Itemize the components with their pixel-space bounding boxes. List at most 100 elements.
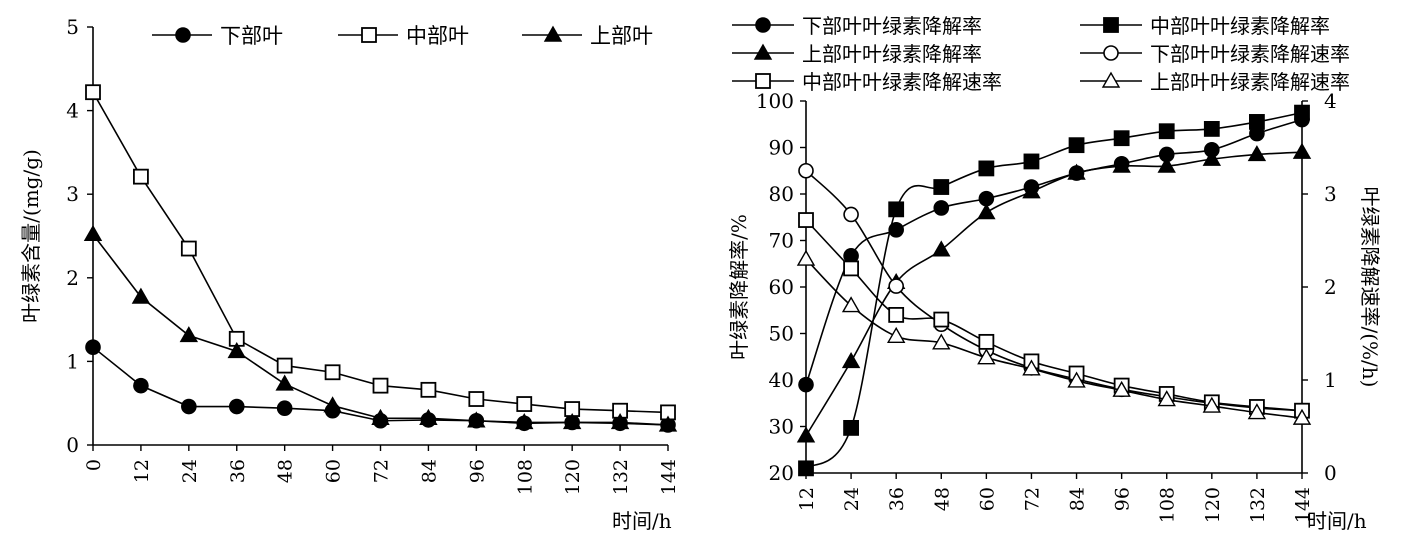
y-axis-label: 叶绿素降解率/% bbox=[727, 214, 751, 360]
x-tick-label: 72 bbox=[1021, 487, 1043, 511]
y-tick-label: 40 bbox=[769, 368, 794, 392]
data-point-shape bbox=[324, 364, 341, 381]
data-point-shape bbox=[83, 224, 103, 242]
data-point-shape bbox=[562, 413, 582, 430]
data-point bbox=[978, 333, 995, 350]
data-point-shape bbox=[1023, 153, 1040, 170]
legend-marker-shape bbox=[755, 17, 771, 33]
x-tick-label: 96 bbox=[466, 459, 488, 483]
data-point-shape bbox=[888, 201, 905, 218]
data-point bbox=[978, 160, 995, 177]
data-point-shape bbox=[420, 381, 437, 398]
x-tick-label: 36 bbox=[886, 487, 908, 511]
data-point bbox=[933, 311, 950, 328]
data-point bbox=[796, 426, 816, 443]
data-point bbox=[1247, 145, 1267, 162]
y-tick-label: 90 bbox=[769, 136, 794, 160]
data-point-shape bbox=[1112, 380, 1131, 397]
data-point bbox=[180, 240, 197, 257]
data-point bbox=[1067, 371, 1086, 388]
data-point bbox=[933, 179, 950, 195]
data-point bbox=[372, 377, 389, 394]
data-point bbox=[133, 377, 149, 394]
data-point bbox=[275, 374, 294, 391]
data-point-shape bbox=[1157, 390, 1176, 407]
data-point bbox=[932, 333, 951, 350]
data-point bbox=[323, 396, 342, 413]
data-point bbox=[181, 398, 197, 415]
data-point-shape bbox=[419, 408, 438, 425]
data-point bbox=[85, 84, 101, 101]
data-point-shape bbox=[1294, 104, 1310, 121]
series-line bbox=[805, 219, 1303, 412]
legend-entry: 上部叶叶绿素降解率 bbox=[732, 42, 982, 66]
legend-marker bbox=[543, 25, 563, 42]
data-point-shape bbox=[1202, 396, 1222, 413]
data-point bbox=[1247, 403, 1267, 420]
y-tick-label: 3 bbox=[66, 182, 79, 206]
x-tick-label: 48 bbox=[931, 487, 953, 511]
data-point bbox=[1157, 390, 1176, 407]
data-point-shape bbox=[932, 240, 951, 257]
data-point-shape bbox=[1067, 163, 1086, 180]
data-point bbox=[1249, 114, 1265, 130]
legend-label: 中部叶 bbox=[406, 24, 469, 48]
legend-label: 下部叶 bbox=[220, 24, 283, 48]
data-point bbox=[467, 411, 486, 428]
series-5 bbox=[796, 249, 1312, 425]
legend-entry: 下部叶叶绿素降解速率 bbox=[1080, 42, 1350, 66]
data-point bbox=[516, 396, 533, 412]
data-point-shape bbox=[843, 260, 859, 277]
data-point bbox=[798, 376, 814, 393]
legend-marker-shape bbox=[1101, 71, 1121, 88]
data-point-shape bbox=[228, 398, 245, 415]
data-point-shape bbox=[1158, 123, 1175, 140]
series-1 bbox=[85, 84, 676, 421]
data-point bbox=[932, 240, 951, 257]
legend-marker bbox=[753, 43, 773, 60]
legend-label: 中部叶叶绿素降解速率 bbox=[802, 70, 1002, 94]
y-tick-label: 20 bbox=[769, 461, 794, 485]
data-point bbox=[888, 222, 904, 238]
data-point bbox=[843, 260, 859, 277]
data-point bbox=[843, 206, 859, 223]
x-axis-label: 时间/h bbox=[612, 509, 672, 533]
data-point bbox=[977, 348, 996, 365]
y-tick-label: 30 bbox=[769, 415, 794, 439]
data-point-shape bbox=[276, 400, 293, 417]
data-point-shape bbox=[1068, 137, 1085, 154]
data-point bbox=[798, 162, 814, 179]
data-point-shape bbox=[85, 84, 101, 101]
data-point bbox=[276, 400, 293, 417]
data-point bbox=[843, 419, 859, 436]
legend-entry: 下部叶 bbox=[152, 24, 283, 48]
data-point bbox=[227, 341, 246, 359]
legend-marker bbox=[1103, 17, 1119, 33]
data-point-shape bbox=[181, 398, 197, 415]
data-point bbox=[888, 278, 904, 294]
y-tick-label: 5 bbox=[66, 15, 79, 39]
x-tick-label: 24 bbox=[841, 487, 863, 511]
x-tick-label: 12 bbox=[796, 487, 818, 511]
data-point-shape bbox=[131, 287, 151, 304]
data-point-shape bbox=[1247, 145, 1267, 162]
y-tick-label: 50 bbox=[769, 322, 794, 346]
data-point-shape bbox=[798, 162, 814, 179]
x-tick-label: 0 bbox=[83, 459, 105, 471]
data-point-shape bbox=[798, 460, 814, 477]
data-point bbox=[85, 339, 101, 355]
series-line bbox=[92, 233, 669, 426]
legend-marker-shape bbox=[361, 27, 377, 43]
data-point bbox=[796, 249, 816, 266]
x-tick-label: 108 bbox=[1157, 487, 1179, 523]
data-point-shape bbox=[843, 419, 859, 436]
series-2 bbox=[83, 224, 678, 432]
x-tick-label: 60 bbox=[976, 487, 998, 511]
data-point-shape bbox=[323, 396, 342, 413]
data-point bbox=[419, 408, 438, 425]
data-point-shape bbox=[841, 296, 861, 313]
x-tick-label: 108 bbox=[514, 459, 536, 495]
legend-label: 上部叶叶绿素降解速率 bbox=[1150, 70, 1350, 94]
data-point-shape bbox=[1112, 156, 1131, 173]
